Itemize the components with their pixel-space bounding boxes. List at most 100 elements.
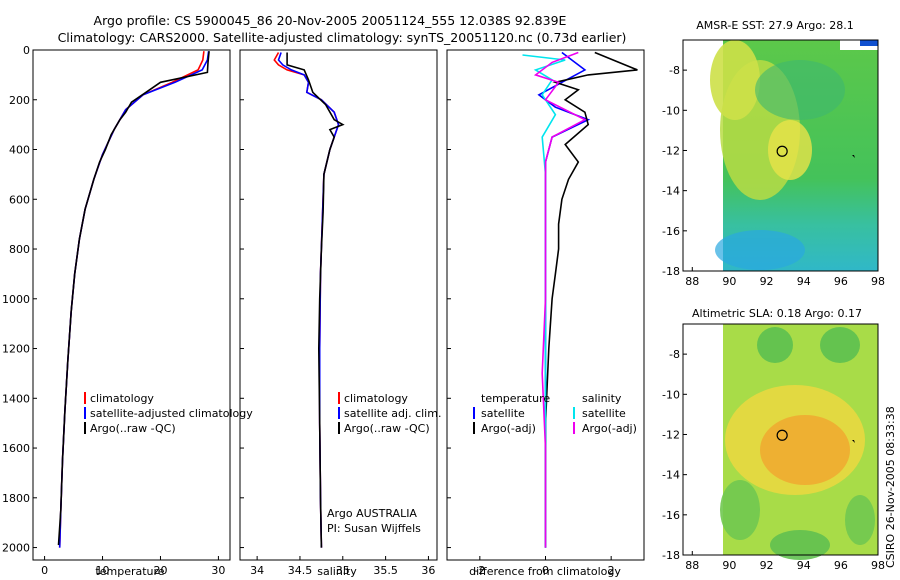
series-line-climatology	[58, 51, 205, 548]
series-line-salinity-argo-adj-	[533, 51, 587, 548]
x-tick-label: 34	[250, 564, 264, 577]
x-tick-label: 10	[96, 564, 110, 577]
y-tick-label: 1600	[2, 442, 30, 455]
sst-cold-pixel	[860, 40, 878, 46]
map-x-tick-label: 88	[685, 275, 699, 288]
difference-legend: temperature satellite Argo(-adj) salinit…	[473, 392, 637, 435]
legend-label: satellite adj. clim.	[344, 407, 441, 420]
temperature-xlabel: temperature	[95, 565, 164, 578]
temperature-legend: climatology satellite-adjusted climatolo…	[84, 392, 253, 435]
float-program: Argo AUSTRALIA	[327, 507, 417, 520]
y-tick-label: 1800	[2, 492, 30, 505]
y-tick-label: 400	[9, 144, 30, 157]
map-y-tick-label: -12	[662, 144, 680, 157]
map-x-tick-label: 94	[797, 275, 811, 288]
legend-label: satellite	[582, 407, 626, 420]
salinity-xlabel: salinity	[317, 565, 357, 578]
y-tick-label: 800	[9, 243, 30, 256]
sla-high-patch	[760, 415, 850, 485]
series-line-climatology	[273, 52, 340, 548]
sst-map	[710, 40, 878, 271]
sla-low-patch	[757, 327, 793, 363]
x-tick-label: 20	[153, 564, 167, 577]
series-line-satellite-adj-clim-	[277, 52, 340, 548]
sst-warm-patch	[710, 40, 760, 120]
x-tick-label: 36	[421, 564, 435, 577]
series-line-argo-raw-qc-	[57, 51, 210, 546]
map-x-tick-label: 88	[685, 559, 699, 572]
map-x-tick-label: 92	[760, 275, 774, 288]
map-x-tick-label: 90	[722, 559, 736, 572]
sla-map-axes	[682, 323, 879, 556]
y-tick-label: 600	[9, 193, 30, 206]
map-y-tick-label: -18	[662, 265, 680, 278]
x-tick-label: 34.5	[288, 564, 313, 577]
axis-ticks: 0 10 20 30 0 200 400 600 800 1000 1200 1400 1600 1800…	[2, 44, 885, 577]
map-y-tick-label: -10	[662, 104, 680, 117]
map-y-tick-label: -16	[662, 509, 680, 522]
legend-header-temperature: temperature	[481, 392, 550, 405]
map-x-tick-label: 98	[871, 559, 885, 572]
sla-low-patch	[820, 327, 860, 363]
legend-label: Argo(..raw -QC)	[344, 422, 430, 435]
sst-map-title: AMSR-E SST: 27.9 Argo: 28.1	[696, 19, 854, 32]
legend-label: climatology	[344, 392, 408, 405]
argo-position-marker	[776, 145, 788, 157]
sla-low-patch	[770, 530, 830, 560]
figure-title-line2: Climatology: CARS2000. Satellite-adjuste…	[58, 30, 627, 45]
sst-cool-patch	[755, 60, 845, 120]
y-tick-label: 1400	[2, 392, 30, 405]
series-line-salinity-satellite	[522, 54, 566, 548]
sst-cool-patch	[715, 230, 805, 270]
map-y-tick-label: -8	[669, 348, 680, 361]
salinity-axes	[239, 49, 438, 561]
map-y-tick-label: -18	[662, 549, 680, 562]
float-pi: PI: Susan Wijffels	[327, 522, 421, 535]
sla-map	[720, 324, 878, 560]
x-tick-label: 30	[211, 564, 225, 577]
x-tick-label: 0	[41, 564, 48, 577]
ship-track-mark	[852, 440, 855, 443]
x-tick-label: -2	[474, 564, 485, 577]
y-tick-label: 200	[9, 94, 30, 107]
ship-track-mark	[852, 155, 855, 158]
legend-label: satellite-adjusted climatology	[90, 407, 253, 420]
x-tick-label: 2	[608, 564, 615, 577]
sla-low-patch	[720, 480, 760, 540]
credit-timestamp: CSIRO 26-Nov-2005 08:33:38	[884, 406, 897, 568]
legend-label: Argo(-adj)	[481, 422, 536, 435]
y-tick-label: 1200	[2, 343, 30, 356]
sla-map-title: Altimetric SLA: 0.18 Argo: 0.17	[692, 307, 862, 320]
x-tick-label: 35	[336, 564, 350, 577]
map-y-tick-label: -8	[669, 64, 680, 77]
map-x-tick-label: 98	[871, 275, 885, 288]
legend-label: satellite	[481, 407, 525, 420]
map-y-tick-label: -14	[662, 185, 680, 198]
temperature-axes	[32, 49, 231, 561]
figure-title-line1: Argo profile: CS 5900045_86 20-Nov-2005 …	[94, 13, 567, 28]
y-tick-label: 2000	[2, 542, 30, 555]
sst-map-axes	[682, 39, 879, 272]
series-line-satellite-adjusted-climatology	[58, 51, 210, 548]
argo-position-marker	[776, 429, 788, 441]
map-y-tick-label: -16	[662, 225, 680, 238]
series-line-argo-raw-qc-	[286, 52, 345, 548]
map-y-tick-label: -12	[662, 428, 680, 441]
map-x-tick-label: 94	[797, 559, 811, 572]
y-tick-label: 1000	[2, 293, 30, 306]
map-y-tick-label: -10	[662, 388, 680, 401]
salinity-legend: climatology satellite adj. clim. Argo(..…	[338, 392, 441, 435]
legend-label: Argo(..raw -QC)	[90, 422, 176, 435]
legend-header-salinity: salinity	[582, 392, 622, 405]
sla-low-patch	[845, 495, 875, 545]
y-tick-label: 0	[23, 44, 30, 57]
x-tick-label: 35.5	[373, 564, 398, 577]
difference-xlabel: difference from climatology	[469, 565, 621, 578]
map-x-tick-label: 96	[834, 275, 848, 288]
map-y-tick-label: -14	[662, 469, 680, 482]
legend-label: Argo(-adj)	[582, 422, 637, 435]
sst-missing-data	[840, 40, 878, 50]
profile-lines	[57, 51, 638, 548]
legend-label: climatology	[90, 392, 154, 405]
